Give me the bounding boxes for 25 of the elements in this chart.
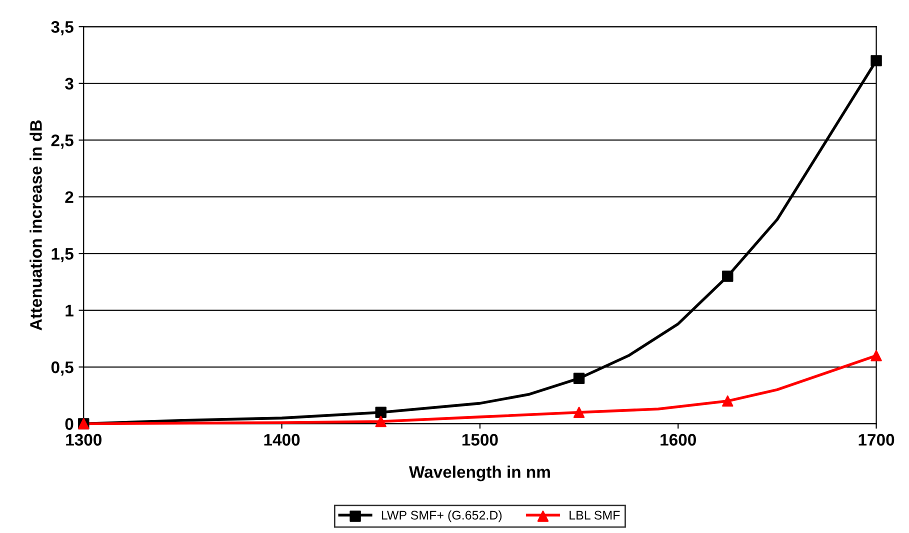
y-tick-label: 2,5	[51, 134, 74, 149]
x-tick-label: 1500	[462, 434, 498, 446]
point	[573, 406, 585, 418]
point	[870, 350, 882, 362]
y-tick-label: 0	[65, 418, 74, 430]
y-tick-label: 3	[65, 78, 74, 90]
x-axis-title: Wavelength in nm	[408, 466, 550, 482]
y-tick-label: 1	[66, 304, 74, 316]
y-axis-title: Attenuation increase in dB	[30, 120, 42, 330]
point	[722, 395, 734, 407]
x-tick-label: 1600	[660, 434, 696, 446]
point	[573, 372, 585, 384]
legend-label: LWP SMF+ (G.652.D)	[382, 510, 502, 522]
legend-label: LBL SMF	[570, 510, 620, 520]
point	[375, 416, 386, 428]
x-tick-label: 1400	[264, 434, 300, 446]
y-tick-label: 0,5	[51, 361, 74, 376]
y-tick-label: 2	[65, 191, 74, 203]
x-tick-label: 1300	[66, 434, 102, 446]
y-tick-label: 1,5	[52, 248, 74, 262]
y-tick-label: 3,5	[51, 21, 74, 36]
point	[870, 55, 882, 66]
point	[722, 270, 734, 282]
x-tick-label: 1700	[858, 434, 894, 446]
point	[375, 406, 386, 418]
